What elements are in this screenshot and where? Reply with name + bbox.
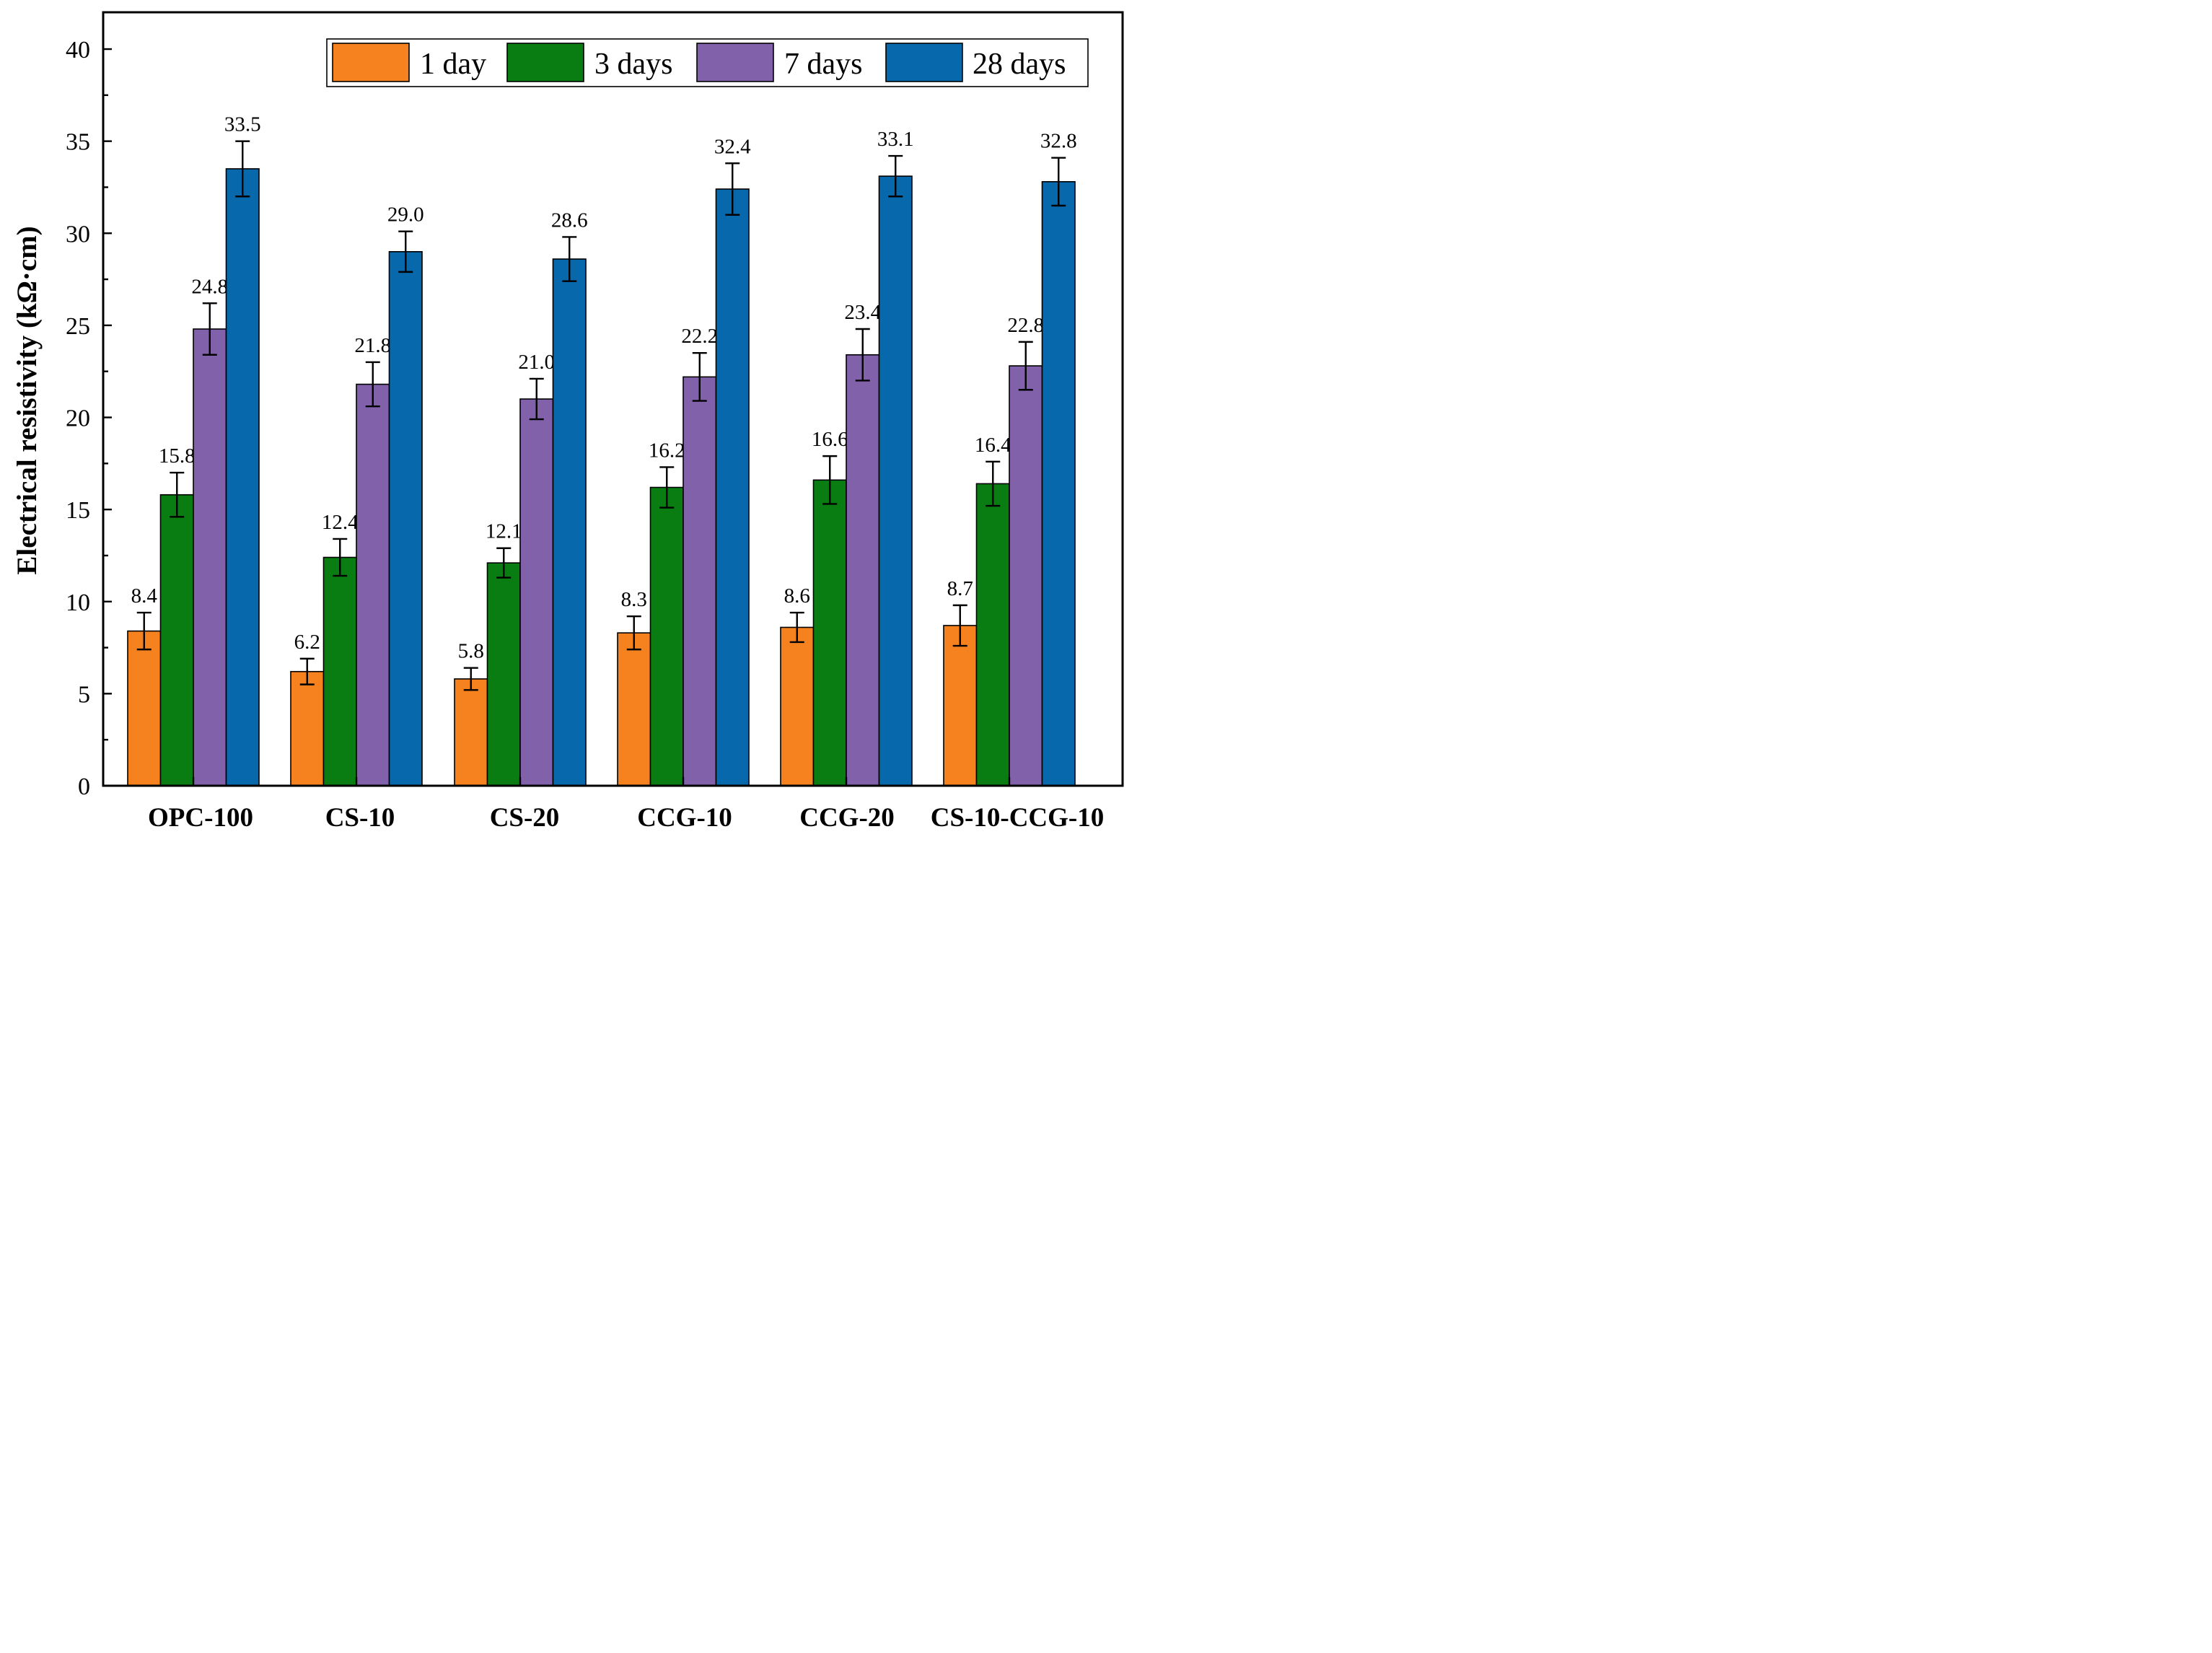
y-tick-label: 0 — [78, 773, 90, 800]
x-category-label: CS-10-CCG-10 — [931, 803, 1104, 833]
x-category-label: CS-20 — [490, 803, 560, 833]
x-category-label: OPC-100 — [148, 803, 253, 833]
data-label: 8.7 — [947, 577, 973, 600]
bar-ccg-20-3-days — [812, 479, 847, 786]
bar-cs-10-28-days — [388, 251, 423, 786]
data-label: 33.5 — [224, 113, 261, 136]
bar-ccg-20-7-days — [846, 354, 880, 786]
legend-label-7-days: 7 days — [784, 48, 863, 81]
bar-ccg-10-7-days — [683, 376, 717, 786]
legend-swatch-1-day — [332, 43, 410, 82]
x-category-label: CCG-20 — [799, 803, 895, 833]
bar-cs-10-3-days — [322, 556, 357, 786]
y-tick-label: 40 — [66, 37, 90, 63]
y-tick-label: 25 — [66, 313, 90, 340]
electrical-resistivity-bar-chart: 8.4 6.2 5.8 8.3 8.6 8.7 15.8 12.4 12.1 16.2 16.6 16… — [12, 11, 1124, 833]
legend-swatch-7-days — [696, 43, 774, 82]
bar-opc-100-3-days — [159, 494, 194, 786]
y-tick-label: 15 — [66, 497, 90, 524]
data-label: 8.4 — [131, 584, 158, 608]
bar-cs-10-ccg-10-1-day — [943, 625, 978, 786]
data-label: 5.8 — [458, 640, 484, 663]
data-label: 8.3 — [621, 588, 647, 611]
legend: 1 day 3 days 7 days 28 days — [326, 38, 1089, 87]
bar-cs-20-3-days — [486, 562, 521, 786]
data-label: 32.4 — [714, 135, 751, 158]
y-axis-title: Electrical resistivity (kΩ·cm) — [12, 226, 43, 574]
legend-label-1-day: 1 day — [420, 48, 486, 81]
data-label: 16.6 — [812, 428, 848, 451]
data-label: 15.8 — [159, 444, 196, 468]
bar-ccg-10-1-day — [617, 632, 651, 786]
legend-label-28-days: 28 days — [973, 48, 1066, 81]
bar-cs-10-7-days — [356, 383, 390, 786]
bar-ccg-20-1-day — [780, 626, 815, 786]
data-label: 16.2 — [649, 439, 685, 462]
bar-cs-10-ccg-10-3-days — [975, 483, 1010, 786]
bar-opc-100-7-days — [193, 328, 227, 786]
plot-frame — [102, 11, 1124, 787]
legend-swatch-28-days — [885, 43, 963, 82]
bar-opc-100-28-days — [225, 168, 260, 786]
bar-cs-10-1-day — [290, 670, 325, 786]
bar-cs-10-ccg-10-28-days — [1041, 181, 1076, 786]
data-label: 28.6 — [551, 209, 588, 232]
data-label: 12.1 — [486, 520, 522, 543]
data-label: 6.2 — [294, 631, 320, 654]
y-tick-label: 30 — [66, 221, 90, 247]
axes-layer: 0 5 10 15 20 25 30 35 40 OPC-100 CS-10 CS-20 CCG-10 C… — [12, 11, 1124, 833]
data-label: 22.2 — [681, 325, 718, 348]
y-tick-label: 20 — [66, 405, 90, 432]
bar-ccg-20-28-days — [878, 175, 913, 786]
bar-opc-100-1-day — [127, 630, 162, 786]
data-label: 21.0 — [518, 351, 555, 374]
data-label: 23.4 — [844, 301, 881, 324]
bar-cs-20-28-days — [552, 258, 587, 786]
bar-ccg-10-28-days — [715, 188, 750, 786]
data-label: 21.8 — [354, 334, 391, 357]
bar-ccg-10-3-days — [649, 486, 684, 786]
data-label: 29.0 — [387, 203, 424, 227]
data-label: 12.4 — [322, 511, 359, 534]
data-label: 22.8 — [1007, 314, 1044, 337]
x-category-label: CCG-10 — [637, 803, 732, 833]
bar-cs-10-ccg-10-7-days — [1009, 365, 1043, 786]
bar-cs-20-7-days — [519, 398, 554, 786]
y-tick-label: 10 — [66, 589, 90, 616]
x-category-label: CS-10 — [325, 803, 395, 833]
bar-cs-20-1-day — [454, 678, 488, 786]
y-tick-label: 5 — [78, 681, 90, 708]
data-label: 32.8 — [1040, 130, 1077, 153]
y-tick-label: 35 — [66, 129, 90, 156]
legend-label-3-days: 3 days — [594, 48, 673, 81]
data-label: 16.4 — [975, 434, 1011, 457]
data-label: 24.8 — [191, 275, 228, 298]
data-label: 33.1 — [877, 128, 914, 151]
bars-layer: 8.4 6.2 5.8 8.3 8.6 8.7 15.8 12.4 12.1 16.2 16.6 16… — [127, 113, 1077, 786]
data-label: 8.6 — [784, 584, 810, 608]
legend-swatch-3-days — [506, 43, 584, 82]
